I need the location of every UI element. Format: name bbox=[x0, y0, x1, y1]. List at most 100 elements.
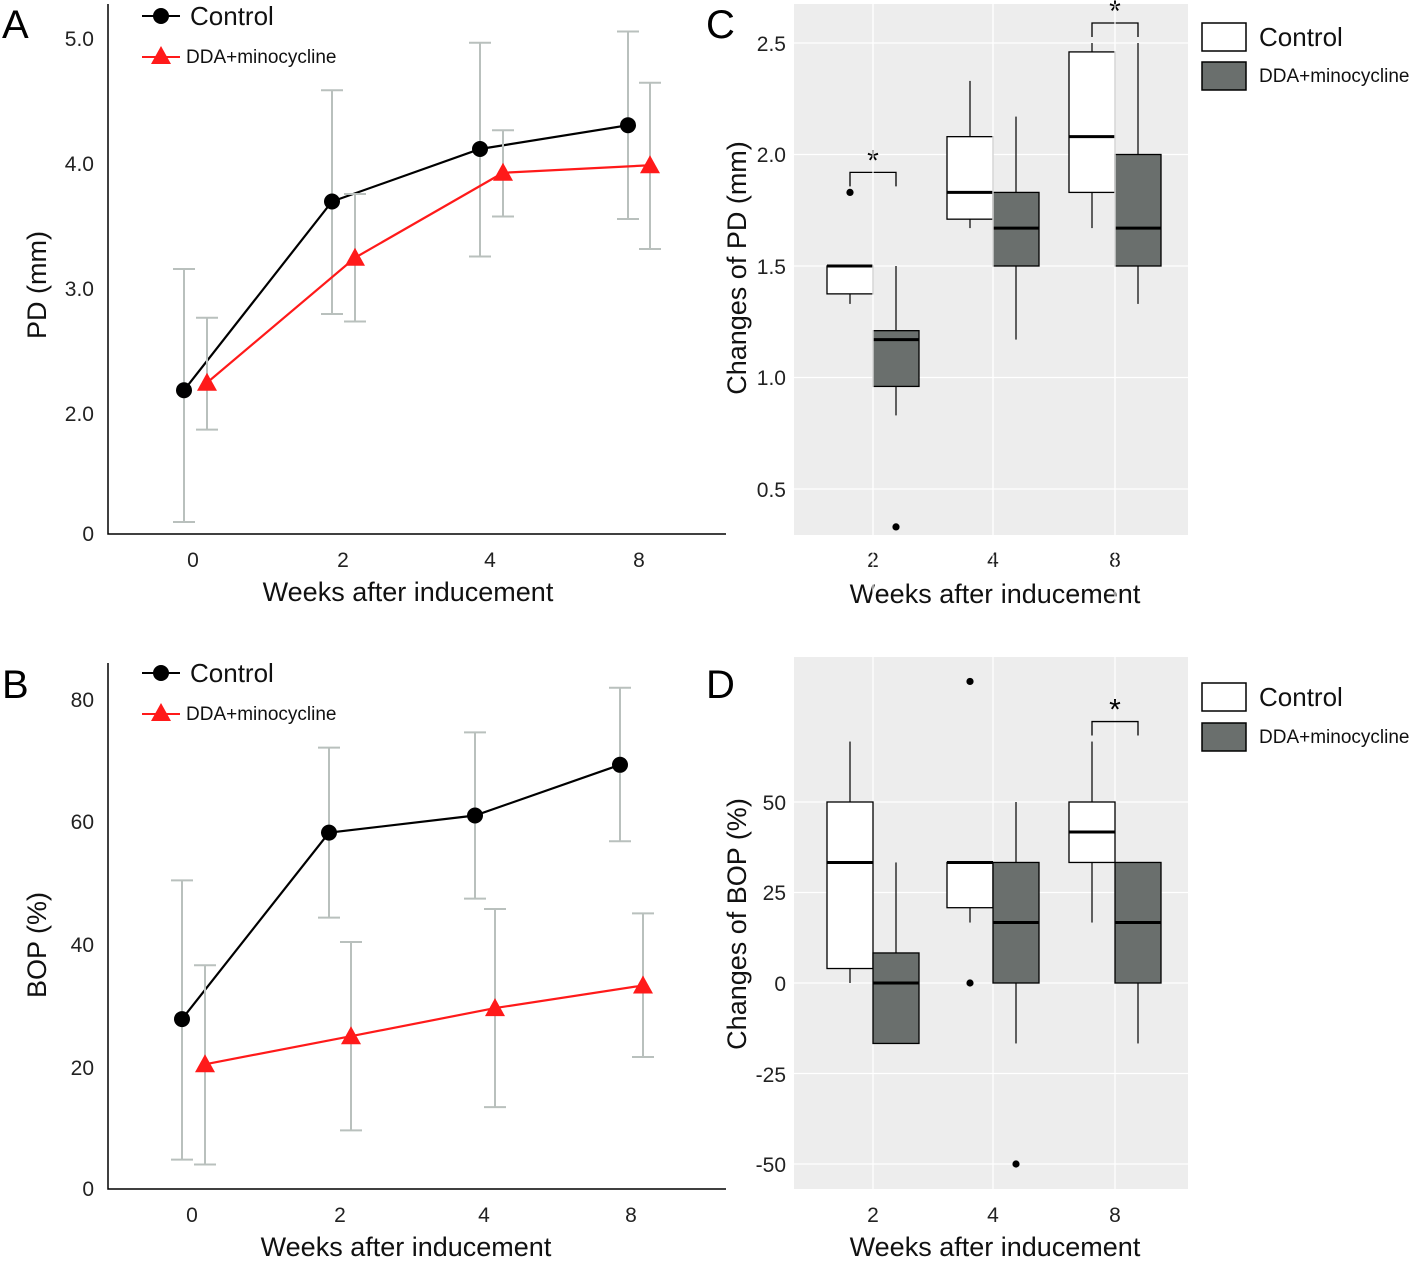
panel-b-x-ticks: 0 2 4 8 bbox=[186, 1204, 637, 1227]
x-axis-title: Weeks after inducement bbox=[850, 1232, 1141, 1259]
y-tick-label: -50 bbox=[756, 1154, 786, 1177]
panel-d-legend: Control DDA+minocycline bbox=[1201, 682, 1409, 752]
panel-letter-c: C bbox=[706, 3, 735, 47]
outlier-point bbox=[966, 677, 974, 686]
legend-dda-label: DDA+minocycline bbox=[186, 47, 336, 68]
box bbox=[1114, 153, 1162, 267]
panel-d-x-ticks: 2 4 8 bbox=[867, 1204, 1121, 1227]
panel-c-y-ticks: 0.5 1.0 1.5 2.0 2.5 bbox=[757, 33, 786, 502]
panel-b-y-ticks: 0 20 40 60 80 bbox=[71, 689, 94, 1201]
y-tick-label: 5.0 bbox=[65, 28, 94, 51]
data-point bbox=[472, 141, 488, 157]
data-point bbox=[321, 824, 337, 841]
legend-dda-marker bbox=[151, 703, 171, 721]
x-tick-label: 4 bbox=[987, 1204, 999, 1227]
legend-control-label: Control bbox=[1259, 682, 1343, 712]
legend-control-swatch bbox=[1201, 682, 1247, 712]
panel-a-plot bbox=[173, 30, 661, 523]
data-point bbox=[345, 247, 365, 266]
x-tick-label: 2 bbox=[867, 1204, 879, 1227]
y-axis-title: BOP (%) bbox=[22, 892, 52, 998]
data-point bbox=[640, 155, 660, 174]
y-tick-label: 0 bbox=[82, 1178, 94, 1201]
data-point bbox=[467, 807, 483, 824]
legend-control-label: Control bbox=[190, 1, 274, 31]
y-tick-label: 50 bbox=[763, 792, 786, 815]
outlier-point bbox=[892, 523, 900, 531]
x-tick-label: 4 bbox=[484, 549, 496, 572]
data-point bbox=[195, 1054, 215, 1073]
x-tick-label: 8 bbox=[633, 549, 645, 572]
y-tick-label: 0.5 bbox=[757, 479, 786, 502]
x-axis-title: Weeks after inducement bbox=[263, 577, 554, 607]
legend-control-swatch bbox=[1201, 22, 1247, 52]
box bbox=[1068, 51, 1116, 194]
y-tick-label: 25 bbox=[763, 882, 786, 905]
x-tick-label: 4 bbox=[478, 1204, 490, 1227]
panel-b: B 0 20 40 60 80 0 2 4 8 Weeks after indu… bbox=[2, 658, 726, 1262]
y-tick-label: 2.0 bbox=[65, 403, 94, 426]
x-tick-label: 8 bbox=[1109, 1204, 1121, 1227]
legend-control-marker bbox=[153, 665, 169, 681]
panel-letter-b: B bbox=[2, 663, 29, 707]
y-tick-label: 3.0 bbox=[65, 278, 94, 301]
legend-dda-label: DDA+minocycline bbox=[1259, 66, 1409, 87]
panel-c-legend: Control DDA+minocycline bbox=[1201, 22, 1409, 91]
data-point bbox=[341, 1026, 361, 1045]
data-point bbox=[174, 1011, 190, 1028]
x-tick-label: 8 bbox=[625, 1204, 637, 1227]
legend-control-marker bbox=[153, 8, 169, 24]
panel-letter-a: A bbox=[2, 3, 29, 47]
outlier-point bbox=[966, 979, 974, 987]
box bbox=[826, 801, 874, 970]
y-tick-label: 2.5 bbox=[757, 33, 786, 56]
outlier-point bbox=[1012, 1160, 1020, 1168]
series-line bbox=[206, 164, 651, 384]
x-tick-label: 0 bbox=[187, 549, 199, 572]
panel-a-legend: Control DDA+minocycline bbox=[142, 1, 336, 68]
series-line bbox=[181, 763, 621, 1020]
data-point bbox=[620, 117, 636, 134]
panel-a: A 0 2.0 3.0 4.0 5.0 0 2 4 8 Weeks after … bbox=[2, 1, 726, 607]
significance-bracket bbox=[1091, 720, 1139, 736]
data-point bbox=[633, 975, 653, 994]
series-line bbox=[183, 124, 629, 391]
significance-marker: * bbox=[1109, 694, 1121, 727]
data-point bbox=[197, 372, 217, 391]
y-tick-label: -25 bbox=[756, 1064, 786, 1087]
data-point bbox=[176, 382, 192, 399]
x-tick-label: 2 bbox=[334, 1204, 346, 1227]
x-tick-label: 0 bbox=[186, 1204, 198, 1227]
panel-b-plot bbox=[171, 686, 654, 1166]
series-line bbox=[204, 984, 644, 1066]
box bbox=[946, 861, 994, 909]
legend-dda-label: DDA+minocycline bbox=[186, 704, 336, 725]
panel-d-y-ticks: -50 -25 0 25 50 bbox=[756, 792, 786, 1177]
x-axis-title: Weeks after inducement bbox=[850, 579, 1141, 609]
y-axis-title: Changes of PD (mm) bbox=[722, 141, 752, 395]
panel-b-axes bbox=[107, 663, 726, 1190]
y-tick-label: 40 bbox=[71, 934, 94, 957]
y-tick-label: 20 bbox=[71, 1057, 94, 1080]
legend-control-label: Control bbox=[190, 658, 274, 688]
y-tick-label: 80 bbox=[71, 689, 94, 712]
box bbox=[872, 952, 920, 1045]
y-tick-label: 1.0 bbox=[757, 367, 786, 390]
y-tick-label: 2.0 bbox=[757, 144, 786, 167]
x-axis-title: Weeks after inducement bbox=[261, 1232, 552, 1259]
y-tick-label: 0 bbox=[82, 523, 94, 546]
y-axis-title: Changes of BOP (%) bbox=[722, 798, 752, 1050]
panel-a-axes bbox=[107, 4, 726, 535]
y-axis-title: PD (mm) bbox=[22, 231, 52, 339]
data-point bbox=[324, 193, 340, 210]
panel-c-x-ticks: 2 4 8 bbox=[867, 549, 1121, 572]
panel-letter-d: D bbox=[706, 663, 735, 707]
panel-d: D -50 -25 0 25 50 2 4 8 Weeks after indu… bbox=[706, 4, 1409, 1262]
box bbox=[946, 136, 994, 220]
legend-dda-marker bbox=[151, 46, 171, 64]
data-point bbox=[612, 756, 628, 773]
x-tick-label: 2 bbox=[337, 549, 349, 572]
legend-dda-swatch bbox=[1201, 61, 1247, 91]
legend-dda-label: DDA+minocycline bbox=[1259, 727, 1409, 748]
